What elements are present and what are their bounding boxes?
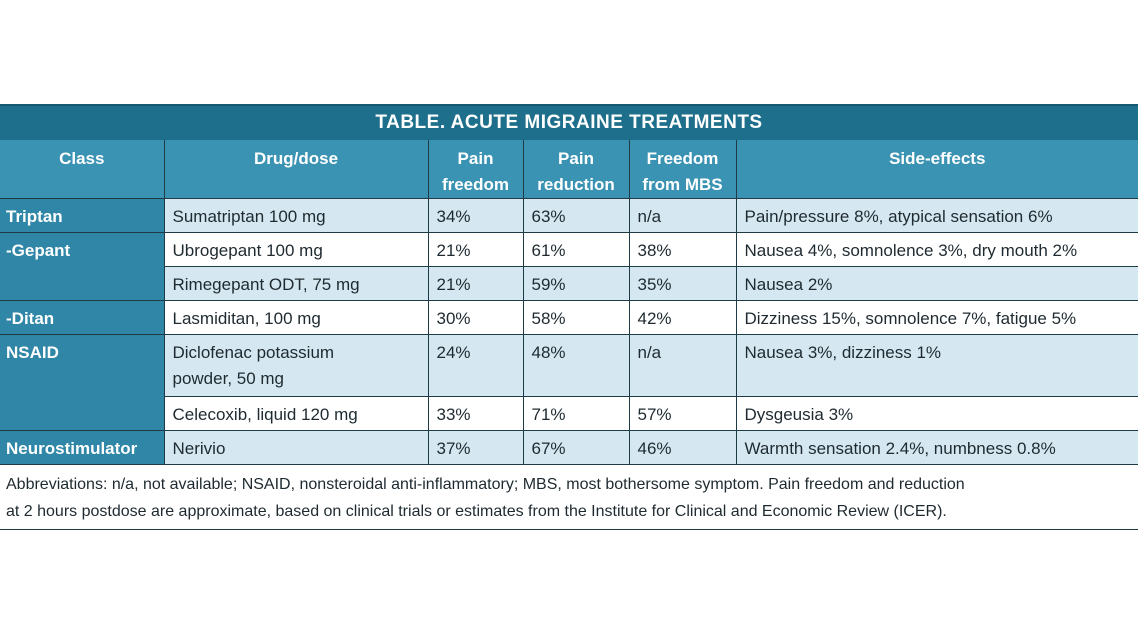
drug-cell: Nerivio	[163, 430, 429, 465]
table-footnote: Abbreviations: n/a, not available; NSAID…	[0, 465, 1138, 530]
table-title: TABLE. ACUTE MIGRAINE TREATMENTS	[0, 104, 1138, 140]
side-effects-cell: Dizziness 15%, somnolence 7%, fatigue 5%	[735, 300, 1138, 335]
pain-reduction-cell: 63%	[522, 198, 630, 233]
pain-reduction-cell: 58%	[522, 300, 630, 335]
table-row: NSAID Diclofenac potassium powder, 50 mg …	[0, 334, 1138, 431]
migraine-table-figure: TABLE. ACUTE MIGRAINE TREATMENTS Class D…	[0, 104, 1138, 530]
table-row: Neurostimulator Nerivio 37% 67% 46% Warm…	[0, 430, 1138, 465]
header-side-effects: Side-effects	[735, 140, 1138, 199]
mbs-cell: 38%	[628, 232, 737, 267]
side-effects-cell: Nausea 2%	[735, 266, 1138, 301]
pain-reduction-cell: 48%	[522, 334, 630, 397]
header-class: Class	[0, 140, 165, 199]
pain-freedom-cell: 21%	[427, 232, 524, 267]
pain-reduction-cell: 61%	[522, 232, 630, 267]
mbs-cell: n/a	[628, 198, 737, 233]
class-cell: -Ditan	[0, 300, 165, 335]
side-effects-cell: Pain/pressure 8%, atypical sensation 6%	[735, 198, 1138, 233]
drug-cell: Rimegepant ODT, 75 mg	[163, 266, 429, 301]
pain-freedom-cell: 24%	[427, 334, 524, 397]
side-effects-cell: Nausea 4%, somnolence 3%, dry mouth 2%	[735, 232, 1138, 267]
class-cell: Neurostimulator	[0, 430, 165, 465]
drug-cell: Ubrogepant 100 mg	[163, 232, 429, 267]
side-effects-cell: Warmth sensation 2.4%, numbness 0.8%	[735, 430, 1138, 465]
pain-freedom-cell: 33%	[427, 396, 524, 431]
mbs-cell: 46%	[628, 430, 737, 465]
table-row: Celecoxib, liquid 120 mg 33% 71% 57% Dys…	[0, 396, 1138, 431]
pain-reduction-cell: 71%	[522, 396, 630, 431]
class-cell: Triptan	[0, 198, 165, 233]
mbs-cell: n/a	[628, 334, 737, 397]
table-row: Triptan Sumatriptan 100 mg 34% 63% n/a P…	[0, 198, 1138, 233]
pain-freedom-cell: 37%	[427, 430, 524, 465]
pain-reduction-cell: 67%	[522, 430, 630, 465]
table-row: -Ditan Lasmiditan, 100 mg 30% 58% 42% Di…	[0, 300, 1138, 335]
mbs-cell: 42%	[628, 300, 737, 335]
drug-cell: Diclofenac potassium powder, 50 mg	[163, 334, 429, 397]
pain-freedom-cell: 21%	[427, 266, 524, 301]
drug-cell: Lasmiditan, 100 mg	[163, 300, 429, 335]
header-pain-freedom: Pain freedom	[427, 140, 524, 199]
mbs-cell: 57%	[628, 396, 737, 431]
class-cell: NSAID	[0, 334, 165, 431]
table-row: -Gepant Ubrogepant 100 mg 21% 61% 38% Na…	[0, 232, 1138, 301]
header-drug: Drug/dose	[163, 140, 429, 199]
header-freedom-mbs: Freedom from MBS	[628, 140, 737, 199]
mbs-cell: 35%	[628, 266, 737, 301]
pain-freedom-cell: 34%	[427, 198, 524, 233]
header-pain-reduction: Pain reduction	[522, 140, 630, 199]
drug-cell: Celecoxib, liquid 120 mg	[163, 396, 429, 431]
pain-reduction-cell: 59%	[522, 266, 630, 301]
table-row: Rimegepant ODT, 75 mg 21% 59% 35% Nausea…	[0, 266, 1138, 301]
pain-freedom-cell: 30%	[427, 300, 524, 335]
drug-cell: Sumatriptan 100 mg	[163, 198, 429, 233]
class-cell: -Gepant	[0, 232, 165, 301]
header-row: Class Drug/dose Pain freedom Pain reductio…	[0, 140, 1138, 199]
treatments-table: Class Drug/dose Pain freedom Pain reductio…	[0, 140, 1138, 465]
side-effects-cell: Dysgeusia 3%	[735, 396, 1138, 431]
side-effects-cell: Nausea 3%, dizziness 1%	[735, 334, 1138, 397]
